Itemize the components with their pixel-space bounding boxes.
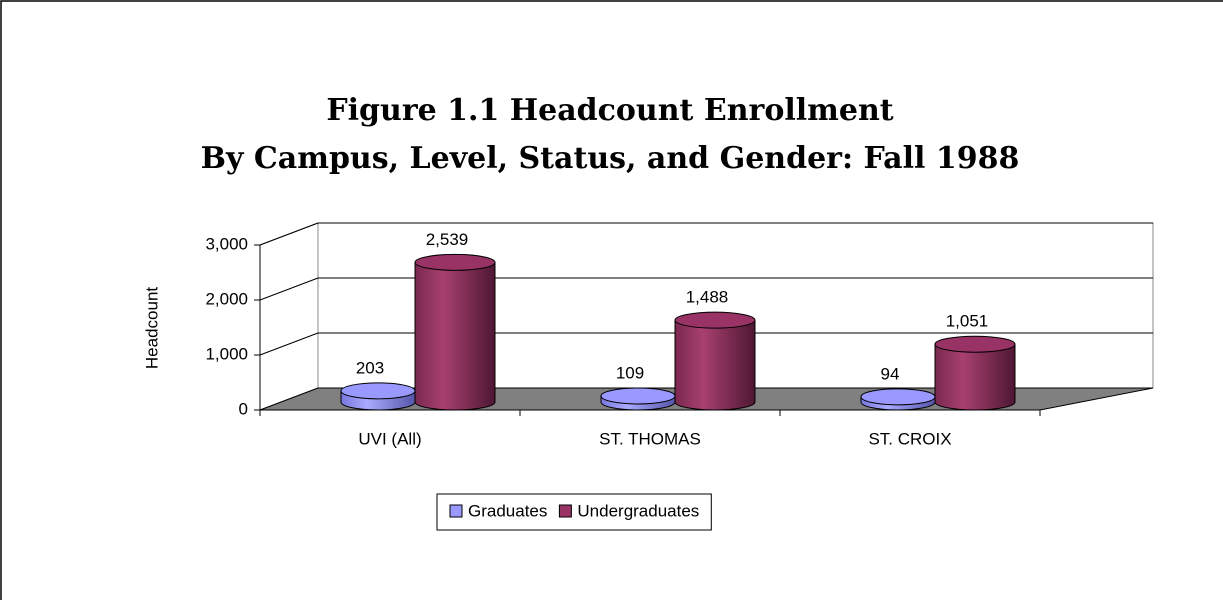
- data-label: 1,051: [946, 312, 989, 331]
- grid-line: [259, 332, 319, 356]
- bar-top: [340, 382, 416, 400]
- grid-line: [259, 277, 319, 301]
- bar: [674, 319, 756, 411]
- bar-top: [934, 335, 1016, 353]
- data-label: 2,539: [426, 230, 469, 249]
- grid-line: [259, 222, 319, 246]
- bar-top: [674, 311, 756, 329]
- legend-label: Undergraduates: [577, 501, 699, 520]
- bar-top: [414, 253, 496, 271]
- x-tick-label: ST. THOMAS: [599, 429, 701, 448]
- legend-label: Graduates: [468, 501, 547, 520]
- y-axis-label: Headcount: [142, 287, 161, 370]
- y-tick-label: 2,000: [205, 289, 248, 308]
- bar: [414, 261, 496, 411]
- legend-swatch: [558, 504, 572, 518]
- x-tick-label: UVI (All): [358, 429, 421, 448]
- chart-title: Figure 1.1 Headcount Enrollment: [326, 93, 893, 128]
- data-label: 94: [881, 364, 900, 383]
- bar-top: [600, 387, 676, 405]
- bar-top: [860, 388, 936, 406]
- legend: [436, 493, 712, 531]
- legend-swatch: [449, 504, 463, 518]
- y-tick-label: 0: [239, 399, 248, 418]
- y-tick-label: 1,000: [205, 344, 248, 363]
- x-tick-label: ST. CROIX: [868, 429, 951, 448]
- y-tick-label: 3,000: [205, 234, 248, 253]
- bar: [934, 343, 1016, 411]
- side-wall: [259, 222, 319, 411]
- chart-title: By Campus, Level, Status, and Gender: Fa…: [201, 141, 1020, 176]
- data-label: 203: [356, 358, 384, 377]
- data-label: 1,488: [686, 288, 729, 307]
- data-label: 109: [616, 363, 644, 382]
